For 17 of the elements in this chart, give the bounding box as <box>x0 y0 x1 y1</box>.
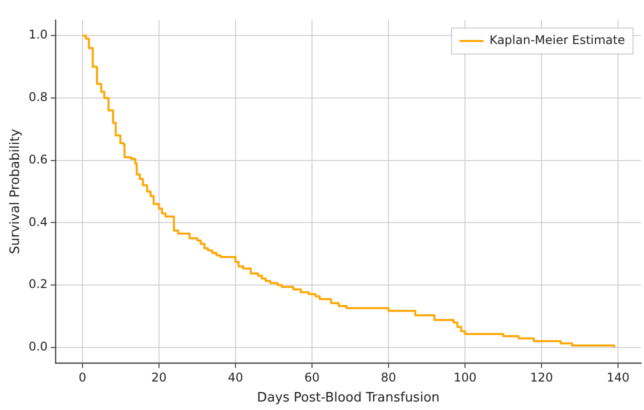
y-tick-label: 0.4 <box>28 214 48 229</box>
x-tick-label: 40 <box>228 370 244 384</box>
y-tick-label: 0.6 <box>28 152 48 166</box>
x-axis-title: Days Post-Blood Transfusion <box>257 390 440 406</box>
y-tick-label: 0.8 <box>28 90 48 104</box>
x-tick-label: 120 <box>530 370 553 384</box>
y-tick-label: 0.2 <box>28 277 48 292</box>
x-tick-label: 60 <box>304 370 320 384</box>
y-tick-label: 1.0 <box>28 28 48 42</box>
x-tick-label: 0 <box>78 370 86 384</box>
x-tick-label: 80 <box>380 370 396 384</box>
x-tick-label: 100 <box>454 370 476 384</box>
x-tick-label: 20 <box>151 370 167 384</box>
x-tick-label: 140 <box>606 370 630 384</box>
y-axis-title: Survival Probability <box>8 128 24 254</box>
y-tick-label: 0.0 <box>28 340 48 354</box>
legend-label: Kaplan-Meier Estimate <box>490 33 626 48</box>
